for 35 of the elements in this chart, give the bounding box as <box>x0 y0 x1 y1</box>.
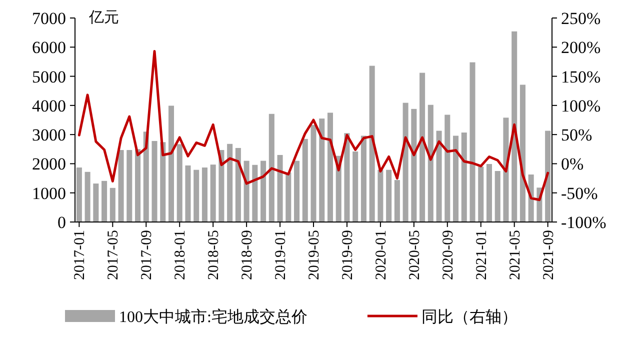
y2-tick-label: 150% <box>561 67 601 86</box>
y-tick-label: 3000 <box>32 126 66 145</box>
y2-tick-label: -50% <box>561 184 598 203</box>
y-tick-label: 6000 <box>32 38 66 58</box>
x-tick-label: 2017-05 <box>106 230 122 280</box>
x-tick-label: 2019-01 <box>273 230 290 280</box>
x-tick-label: 2018-05 <box>206 230 222 280</box>
y2-tick-label: 250% <box>561 9 601 28</box>
y-tick-label: 5000 <box>32 67 66 86</box>
x-tick-label: 2018-09 <box>240 230 256 280</box>
y2-tick-label: 100% <box>561 96 601 116</box>
x-tick-label: 2019-09 <box>340 230 356 280</box>
y2-tick-label: -100% <box>561 213 606 232</box>
y2-tick-label: 0% <box>561 154 584 174</box>
y-axis-title: 亿元 <box>88 10 119 26</box>
x-tick-label: 2021-01 <box>474 230 490 280</box>
x-tick-label: 2020-05 <box>406 230 423 280</box>
y-tick-label: 7000 <box>32 9 66 28</box>
x-tick-label: 2017-01 <box>72 230 88 280</box>
legend-label: 100大中城市:宅地成交总价 <box>119 308 308 326</box>
y2-tick-label: 50% <box>561 126 592 145</box>
y-tick-label: 0 <box>58 213 66 232</box>
x-tick-label: 2020-09 <box>440 230 456 280</box>
x-tick-label: 2019-05 <box>306 230 322 280</box>
y-tick-label: 2000 <box>32 154 66 174</box>
x-tick-label: 2017-09 <box>139 230 156 280</box>
x-tick-label: 2020-01 <box>373 230 390 280</box>
y-tick-label: 1000 <box>32 184 66 203</box>
y-tick-label: 4000 <box>32 96 66 116</box>
y2-tick-label: 200% <box>561 38 601 58</box>
x-tick-label: 2021-05 <box>507 230 524 280</box>
x-tick-label: 2018-01 <box>172 230 189 280</box>
legend-label: 同比（右轴） <box>421 308 518 326</box>
x-tick-label: 2021-09 <box>540 230 557 280</box>
line-series <box>78 50 550 202</box>
